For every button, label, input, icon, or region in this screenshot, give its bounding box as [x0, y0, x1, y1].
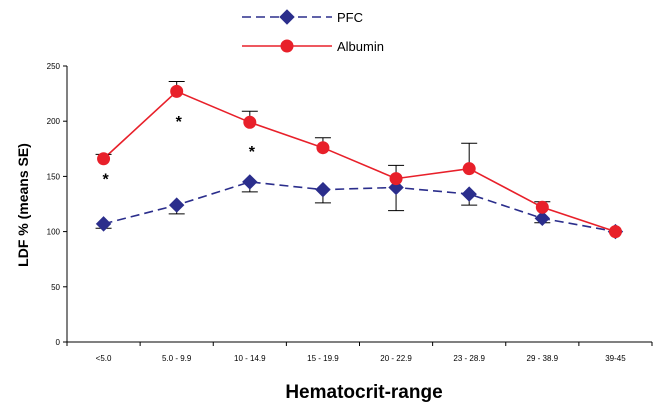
data-point-albumin: [170, 84, 184, 98]
series-line-pfc: [103, 181, 616, 233]
y-ticks: 0 50 100 150 200 250: [47, 62, 67, 347]
data-point-albumin: [316, 141, 330, 155]
y-tick-label: 200: [47, 117, 61, 126]
legend-item-albumin: Albumin: [242, 39, 384, 54]
annotations: * * *: [102, 114, 255, 188]
y-axis-label: LDF % (means SE): [15, 143, 31, 267]
y-tick-label: 250: [47, 62, 61, 71]
axes: 0 50 100 150 200 250 <5.0 5.0 - 9.9 10 - 14.9 15…: [47, 62, 653, 363]
significance-marker: *: [249, 144, 256, 161]
data-point-albumin: [608, 225, 622, 239]
series-line-albumin: [103, 90, 616, 233]
y-tick-label: 150: [47, 172, 61, 181]
x-tick-label: 39-45: [605, 354, 626, 363]
data-point-pfc: [168, 197, 185, 213]
data-point-albumin: [535, 200, 549, 214]
x-tick-label: 10 - 14.9: [234, 354, 266, 363]
x-tick-label: <5.0: [96, 354, 112, 363]
y-tick-label: 0: [56, 338, 61, 347]
y-tick-label: 100: [47, 228, 61, 237]
x-ticks: <5.0 5.0 - 9.9 10 - 14.9 15 - 19.9 20 - 22.9…: [66, 342, 653, 363]
series-layer: [95, 80, 624, 240]
legend: PFC Albumin: [242, 9, 384, 54]
data-point-albumin: [97, 152, 111, 166]
legend-label: Albumin: [337, 39, 384, 54]
legend-item-pfc: PFC: [242, 9, 363, 25]
data-point-albumin: [389, 172, 403, 186]
data-point-pfc: [315, 181, 331, 198]
significance-marker: *: [102, 172, 109, 189]
data-point-albumin: [462, 162, 476, 176]
x-tick-label: 5.0 - 9.9: [162, 354, 192, 363]
data-point-pfc: [242, 174, 258, 190]
data-point-pfc: [534, 210, 551, 227]
significance-marker: *: [176, 114, 183, 131]
series-albumin: [95, 80, 622, 239]
y-tick-label: 50: [51, 283, 60, 292]
legend-label: PFC: [337, 10, 363, 25]
data-point-pfc: [95, 216, 112, 232]
data-point-pfc: [461, 186, 477, 202]
x-tick-label: 15 - 19.9: [307, 354, 339, 363]
x-tick-label: 23 - 28.9: [453, 354, 485, 363]
x-tick-label: 20 - 22.9: [380, 354, 412, 363]
x-tick-label: 29 - 38.9: [527, 354, 559, 363]
data-point-pfc: [279, 9, 295, 25]
x-axis-label: Hematocrit-range: [285, 382, 442, 403]
data-point-albumin: [243, 115, 257, 129]
data-point-albumin: [280, 39, 294, 53]
